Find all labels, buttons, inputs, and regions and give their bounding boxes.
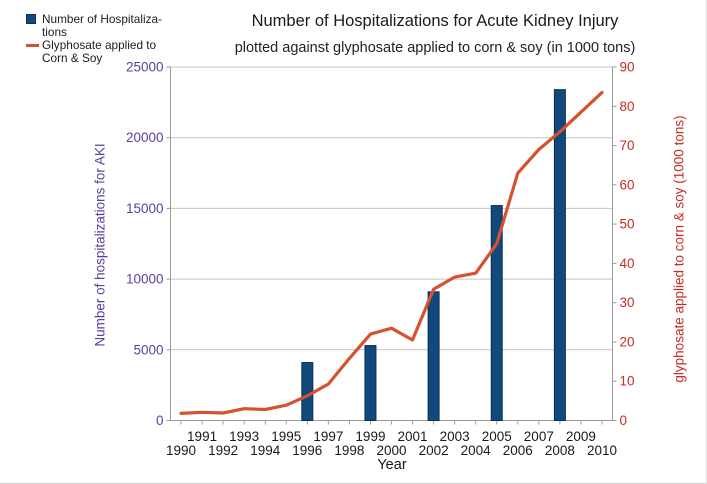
x-axis-tick-label: 2010 xyxy=(587,443,617,458)
hospitalizations-bar xyxy=(301,362,314,421)
chart-subtitle: plotted against glyphosate applied to co… xyxy=(234,40,636,56)
x-axis-tick-label: 2000 xyxy=(376,443,406,458)
x-axis-title: Year xyxy=(377,457,407,473)
x-axis-tick-label: 1990 xyxy=(166,443,196,458)
left-axis-tick-label: 15000 xyxy=(126,201,164,216)
left-axis-tick-label: 5000 xyxy=(133,342,163,357)
x-axis-tick-label: 1994 xyxy=(250,443,281,458)
x-axis-tick-label: 2007 xyxy=(524,429,554,444)
right-axis-tick-label: 10 xyxy=(620,374,635,389)
x-axis-tick-label: 2001 xyxy=(398,429,428,444)
x-axis-tick-label: 2006 xyxy=(503,443,533,458)
x-axis-tick-label: 1998 xyxy=(334,443,364,458)
right-axis-tick-label: 80 xyxy=(620,99,635,114)
x-axis-tick-label: 2009 xyxy=(566,429,596,444)
x-axis-tick-label: 1992 xyxy=(208,443,238,458)
x-axis-tick-label: 1999 xyxy=(355,429,385,444)
legend-item-hospitalizations: Number of Hospitaliza- tions xyxy=(26,13,186,38)
x-axis-tick-label: 2004 xyxy=(461,443,492,458)
x-axis-tick-label: 1993 xyxy=(229,429,259,444)
x-axis-tick-label: 2002 xyxy=(419,443,449,458)
left-axis-tick-label: 10000 xyxy=(126,272,164,287)
left-axis-tick-label: 25000 xyxy=(126,60,164,75)
legend-label-line: Number of Hospitaliza- xyxy=(42,12,162,26)
left-axis-tick-label: 20000 xyxy=(126,130,164,145)
left-axis-tick-label: 0 xyxy=(156,413,164,428)
chart-header: Number of Hospitalizations for Acute Kid… xyxy=(195,12,675,57)
x-axis-tick-label: 1997 xyxy=(313,429,343,444)
right-axis-tick-label: 0 xyxy=(620,413,628,428)
right-axis-tick-label: 70 xyxy=(620,138,635,153)
line-series-swatch-icon xyxy=(26,44,39,48)
bar-series-swatch-icon xyxy=(26,14,36,24)
x-axis-tick-label: 2005 xyxy=(482,429,512,444)
hospitalizations-bar xyxy=(364,345,377,422)
right-axis-tick-label: 40 xyxy=(620,256,635,271)
chart-legend: Number of Hospitaliza- tions Glyphosate … xyxy=(26,13,186,65)
hospitalizations-bar xyxy=(427,291,440,421)
legend-label-line: Glyphosate applied to xyxy=(42,38,157,53)
x-axis-tick-label: 2003 xyxy=(440,429,470,444)
right-axis-tick-label: 50 xyxy=(620,217,635,232)
legend-item-glyphosate: Glyphosate applied to Corn & Soy xyxy=(26,39,186,64)
x-axis-tick-label: 2008 xyxy=(545,443,575,458)
glyphosate-trend-line xyxy=(179,90,604,415)
right-axis-tick-label: 60 xyxy=(620,177,635,192)
right-axis-tick-label: 30 xyxy=(620,295,635,310)
right-axis-tick-label: 20 xyxy=(620,334,635,349)
chart-title: Number of Hospitalizations for Acute Kid… xyxy=(251,12,619,30)
legend-label-line: tions xyxy=(42,24,67,39)
x-axis-tick-label: 1996 xyxy=(292,443,322,458)
hospitalizations-bar xyxy=(490,205,503,421)
x-axis-tick-label: 1991 xyxy=(187,429,217,444)
x-axis-tick-label: 1995 xyxy=(271,429,301,444)
legend-label-line: Corn & Soy xyxy=(42,50,103,65)
hospitalizations-bar xyxy=(553,89,566,422)
right-axis-tick-label: 90 xyxy=(620,60,635,75)
